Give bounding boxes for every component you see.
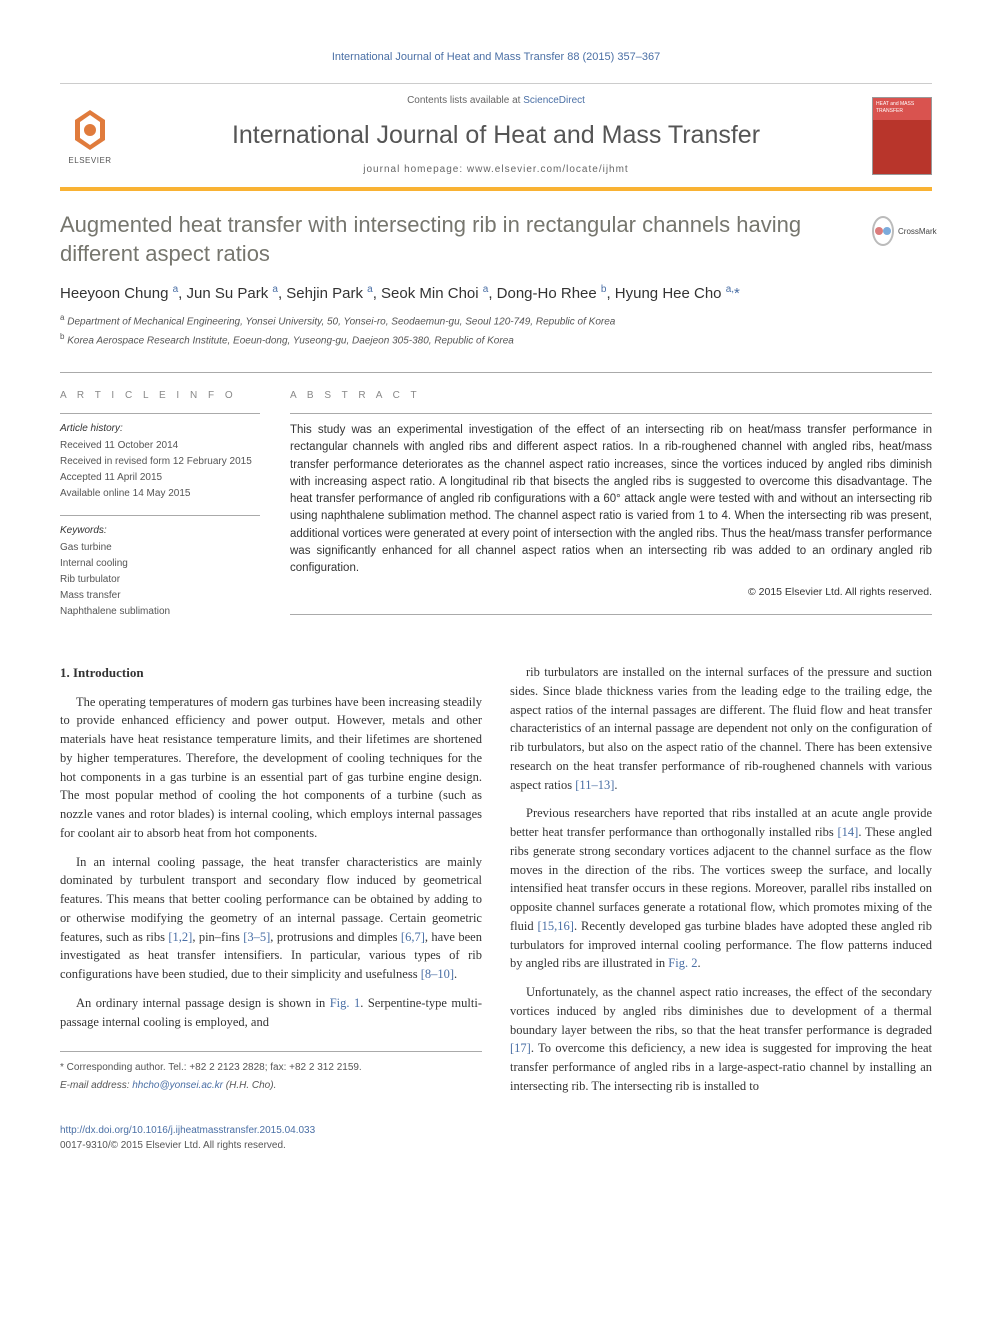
homepage-line: journal homepage: www.elsevier.com/locat…	[140, 163, 852, 177]
right-column: rib turbulators are installed on the int…	[510, 663, 932, 1153]
article-history-block: Article history: Received 11 October 201…	[60, 413, 260, 501]
article-info-heading: A R T I C L E I N F O	[60, 389, 260, 403]
ref-link[interactable]: [8–10]	[421, 967, 454, 981]
contents-prefix: Contents lists available at	[407, 95, 523, 106]
journal-cover-thumb: HEAT and MASS TRANSFER	[872, 97, 932, 175]
affiliation-line: a Department of Mechanical Engineering, …	[60, 312, 932, 329]
email-suffix: (H.H. Cho).	[223, 1080, 276, 1091]
article-title: Augmented heat transfer with intersectin…	[60, 211, 852, 268]
email-line: E-mail address: hhcho@yonsei.ac.kr (H.H.…	[60, 1078, 482, 1093]
body-columns: 1. Introduction The operating temperatur…	[60, 663, 932, 1153]
body-paragraph: An ordinary internal passage design is s…	[60, 994, 482, 1032]
fig-link[interactable]: Fig. 2	[668, 956, 697, 970]
abstract-col: A B S T R A C T This study was an experi…	[290, 389, 932, 633]
ref-link[interactable]: [11–13]	[575, 778, 614, 792]
ref-link[interactable]: [3–5]	[243, 930, 270, 944]
ref-link[interactable]: [1,2]	[168, 930, 192, 944]
history-line: Accepted 11 April 2015	[60, 471, 260, 485]
homepage-url[interactable]: www.elsevier.com/locate/ijhmt	[467, 164, 629, 175]
body-paragraph: In an internal cooling passage, the heat…	[60, 853, 482, 984]
doi-link[interactable]: http://dx.doi.org/10.1016/j.ijheatmasstr…	[60, 1125, 315, 1136]
article-info-col: A R T I C L E I N F O Article history: R…	[60, 389, 260, 633]
section-1-heading: 1. Introduction	[60, 663, 482, 683]
history-line: Received 11 October 2014	[60, 439, 260, 453]
affiliation-line: b Korea Aerospace Research Institute, Eo…	[60, 331, 932, 348]
keyword-line: Mass transfer	[60, 589, 260, 603]
journal-header-box: ELSEVIER Contents lists available at Sci…	[60, 83, 932, 191]
abstract-heading: A B S T R A C T	[290, 389, 932, 403]
sciencedirect-link[interactable]: ScienceDirect	[523, 95, 585, 106]
affiliations: a Department of Mechanical Engineering, …	[60, 312, 932, 349]
keyword-line: Naphthalene sublimation	[60, 605, 260, 619]
abstract-text: This study was an experimental investiga…	[290, 422, 932, 577]
history-line: Received in revised form 12 February 201…	[60, 455, 260, 469]
homepage-prefix: journal homepage:	[363, 164, 467, 175]
keywords-block: Keywords: Gas turbine Internal cooling Rib…	[60, 515, 260, 619]
contents-line: Contents lists available at ScienceDirec…	[140, 94, 852, 108]
keyword-line: Internal cooling	[60, 557, 260, 571]
corresponding-author-footer: * Corresponding author. Tel.: +82 2 2123…	[60, 1051, 482, 1093]
body-paragraph: rib turbulators are installed on the int…	[510, 663, 932, 794]
issn-line: 0017-9310/© 2015 Elsevier Ltd. All right…	[60, 1138, 482, 1153]
journal-name: International Journal of Heat and Mass T…	[140, 118, 852, 153]
ref-link[interactable]: [6,7]	[401, 930, 425, 944]
fig-link[interactable]: Fig. 1	[330, 996, 361, 1010]
body-paragraph: Previous researchers have reported that …	[510, 804, 932, 973]
header-center: Contents lists available at ScienceDirec…	[140, 94, 852, 177]
corr-author-line: * Corresponding author. Tel.: +82 2 2123…	[60, 1060, 482, 1075]
cover-text: HEAT and MASS TRANSFER	[876, 101, 931, 115]
elsevier-label: ELSEVIER	[68, 155, 111, 166]
body-paragraph: Unfortunately, as the channel aspect rat…	[510, 983, 932, 1096]
history-label: Article history:	[60, 422, 260, 436]
email-link[interactable]: hhcho@yonsei.ac.kr	[132, 1080, 223, 1091]
ref-link[interactable]: [15,16]	[538, 919, 574, 933]
email-label: E-mail address:	[60, 1080, 132, 1091]
crossmark-badge[interactable]: CrossMark	[872, 211, 932, 251]
crossmark-label: CrossMark	[898, 226, 937, 237]
keyword-line: Gas turbine	[60, 541, 260, 555]
crossmark-icon	[872, 216, 894, 246]
left-column: 1. Introduction The operating temperatur…	[60, 663, 482, 1153]
ref-link[interactable]: [14]	[838, 825, 859, 839]
keywords-label: Keywords:	[60, 524, 260, 538]
ref-link[interactable]: [17]	[510, 1041, 531, 1055]
authors-line: Heeyoon Chung a, Jun Su Park a, Sehjin P…	[60, 283, 932, 304]
keyword-line: Rib turbulator	[60, 573, 260, 587]
doi-line: http://dx.doi.org/10.1016/j.ijheatmasstr…	[60, 1123, 482, 1138]
history-line: Available online 14 May 2015	[60, 487, 260, 501]
header-citation: International Journal of Heat and Mass T…	[60, 50, 932, 65]
body-paragraph: The operating temperatures of modern gas…	[60, 693, 482, 843]
abstract-copyright source: © 2015 Elsevier Ltd. All rights reserved…	[290, 585, 932, 600]
elsevier-logo: ELSEVIER	[60, 102, 120, 170]
